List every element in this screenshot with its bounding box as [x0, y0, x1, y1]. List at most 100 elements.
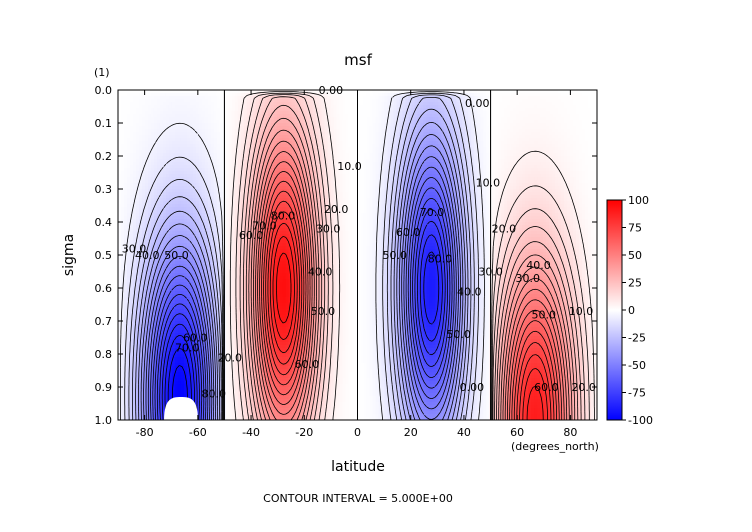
field-cell: [327, 156, 332, 160]
field-cell: [531, 132, 535, 136]
field-cell: [405, 147, 409, 151]
field-cell: [309, 150, 314, 154]
field-cell: [336, 105, 341, 109]
field-cell: [198, 171, 203, 175]
field-cell: [378, 129, 382, 133]
field-cell: [543, 177, 547, 181]
field-cell: [399, 99, 403, 103]
field-cell: [594, 129, 597, 133]
field-cell: [285, 114, 290, 118]
field-cell: [216, 102, 221, 106]
field-cell: [423, 114, 427, 118]
field-cell: [522, 156, 526, 160]
field-cell: [570, 165, 574, 169]
field-cell: [297, 126, 302, 130]
field-cell: [273, 162, 278, 166]
field-cell: [462, 180, 466, 184]
field-cell: [213, 135, 218, 139]
field-cell: [162, 135, 167, 139]
field-cell: [147, 159, 152, 163]
field-cell: [174, 162, 179, 166]
field-cell: [594, 180, 597, 184]
field-cell: [570, 90, 574, 94]
field-cell: [474, 174, 478, 178]
field-cell: [594, 132, 597, 136]
field-cell: [294, 150, 299, 154]
field-cell: [270, 171, 275, 175]
field-cell: [471, 180, 475, 184]
field-cell: [246, 165, 251, 169]
field-cell: [468, 105, 472, 109]
field-cell: [288, 153, 293, 157]
field-cell: [423, 165, 427, 169]
field-cell: [486, 168, 490, 172]
field-cell: [180, 165, 185, 169]
field-cell: [297, 141, 302, 145]
field-cell: [315, 168, 320, 172]
field-cell: [204, 120, 209, 124]
field-cell: [156, 105, 161, 109]
field-cell: [213, 105, 218, 109]
field-cell: [129, 180, 134, 184]
field-cell: [561, 174, 565, 178]
field-cell: [399, 150, 403, 154]
field-cell: [342, 165, 347, 169]
field-cell: [561, 126, 565, 130]
field-cell: [210, 171, 215, 175]
field-cell: [243, 96, 248, 100]
field-cell: [270, 108, 275, 112]
field-cell: [369, 114, 373, 118]
field-cell: [402, 132, 406, 136]
field-cell: [504, 147, 508, 151]
field-cell: [414, 114, 418, 118]
field-cell: [549, 93, 553, 97]
field-cell: [372, 102, 376, 106]
field-cell: [381, 96, 385, 100]
field-cell: [438, 111, 442, 115]
field-cell: [537, 129, 541, 133]
field-cell: [159, 129, 164, 133]
field-cell: [204, 111, 209, 115]
field-cell: [480, 117, 484, 121]
field-cell: [561, 108, 565, 112]
field-cell: [243, 123, 248, 127]
field-cell: [414, 168, 418, 172]
field-cell: [213, 111, 218, 115]
field-cell: [237, 180, 242, 184]
field-cell: [555, 120, 559, 124]
field-cell: [465, 93, 469, 97]
field-cell: [144, 183, 149, 187]
field-cell: [183, 147, 188, 151]
field-cell: [249, 159, 254, 163]
field-cell: [216, 159, 221, 163]
field-cell: [414, 141, 418, 145]
field-cell: [177, 123, 182, 127]
field-cell: [168, 129, 173, 133]
field-cell: [168, 108, 173, 112]
field-cell: [118, 141, 122, 145]
field-cell: [519, 129, 523, 133]
field-cell: [447, 126, 451, 130]
field-cell: [171, 120, 176, 124]
field-cell: [459, 99, 463, 103]
field-cell: [198, 159, 203, 163]
field-cell: [318, 171, 323, 175]
field-cell: [396, 96, 400, 100]
field-cell: [171, 150, 176, 154]
field-cell: [327, 150, 332, 154]
field-cell: [183, 171, 188, 175]
field-cell: [519, 168, 523, 172]
field-cell: [453, 171, 457, 175]
field-cell: [189, 144, 194, 148]
field-cell: [462, 141, 466, 145]
field-cell: [162, 177, 167, 181]
field-cell: [561, 162, 565, 166]
field-cell: [408, 108, 412, 112]
field-cell: [165, 99, 170, 103]
field-cell: [177, 138, 182, 142]
field-cell: [348, 126, 353, 130]
field-cell: [330, 177, 335, 181]
field-cell: [567, 123, 571, 127]
field-cell: [210, 96, 215, 100]
field-cell: [558, 162, 562, 166]
